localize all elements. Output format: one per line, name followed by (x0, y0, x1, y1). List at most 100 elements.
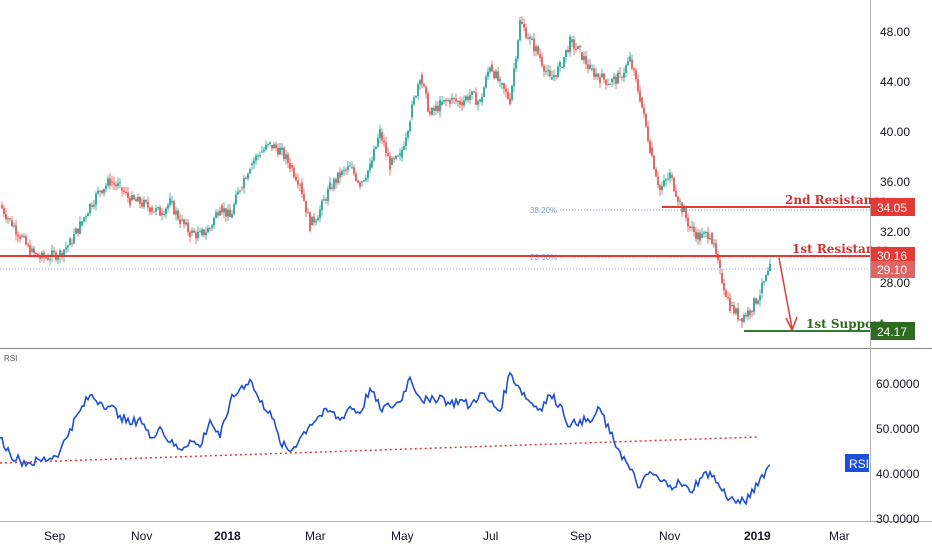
candle-body (231, 213, 233, 218)
candle-body (511, 85, 513, 100)
candle-body (251, 163, 253, 166)
candle-body (377, 137, 379, 147)
candle-body (261, 151, 263, 153)
rsi-plot-area[interactable] (0, 349, 870, 521)
candle-body (551, 77, 553, 80)
candle-body (485, 76, 487, 88)
candle-body (451, 97, 453, 100)
candle-body (119, 182, 121, 184)
candle-body (731, 305, 733, 307)
candle-body (33, 248, 35, 253)
candle-body (17, 234, 19, 237)
candle-body (697, 232, 699, 240)
candle-body (47, 257, 49, 260)
candle-body (533, 38, 535, 52)
candle-body (149, 207, 151, 213)
price-y-axis[interactable]: 48.00 44.00 40.00 36.00 32.00 28.00 (880, 25, 910, 290)
candle-body (599, 77, 601, 83)
candle-body (187, 222, 189, 233)
candle-body (287, 154, 289, 163)
candle-body (331, 187, 333, 189)
candle-body (329, 182, 331, 190)
candle-body (663, 180, 665, 187)
candle-body (89, 203, 91, 214)
candle-body (643, 107, 645, 114)
candle-body (181, 219, 183, 221)
svg-text:29.10: 29.10 (877, 263, 907, 277)
price-plot-area[interactable] (0, 0, 870, 348)
candle-body (667, 178, 669, 180)
rsi-line[interactable] (0, 371, 771, 506)
candle-body (547, 70, 549, 72)
candle-body (555, 75, 557, 77)
candle-body (275, 144, 277, 148)
candle-body (21, 235, 23, 237)
candle-body (9, 218, 11, 220)
candle-body (291, 165, 293, 168)
candle-body (737, 308, 739, 320)
candle-body (489, 67, 491, 72)
candle-body (125, 192, 127, 194)
candle-body (621, 77, 623, 79)
projection-arrow[interactable] (778, 257, 798, 332)
candle-body (591, 68, 593, 70)
candle-body (609, 84, 611, 86)
candle-body (257, 155, 259, 157)
fib-23-label: 23.60% (530, 253, 557, 262)
candle-body (105, 185, 107, 189)
candle-body (57, 256, 59, 260)
candle-body (167, 204, 169, 209)
candle-body (657, 176, 659, 186)
candle-body (141, 202, 143, 207)
candle-body (417, 84, 419, 96)
candle-body (341, 170, 343, 176)
candle-body (587, 64, 589, 69)
candle-body (625, 65, 627, 73)
candle-body (271, 144, 273, 149)
candle-body (183, 219, 185, 225)
candle-body (747, 310, 749, 317)
candle-body (569, 36, 571, 53)
candle-body (345, 169, 347, 171)
candle-body (7, 218, 9, 220)
candle-body (303, 194, 305, 201)
candle-body (101, 190, 103, 194)
candle-body (597, 73, 599, 78)
candle-body (365, 178, 367, 181)
rsi-trendline[interactable] (0, 436, 759, 464)
candle-body (541, 57, 543, 66)
candle-body (387, 153, 389, 157)
candle-body (617, 72, 619, 84)
candle-body (447, 99, 449, 101)
candle-body (717, 254, 719, 261)
candle-body (335, 179, 337, 183)
candle-body (53, 250, 55, 253)
candle-body (77, 228, 79, 234)
candle-body (305, 200, 307, 213)
candle-body (743, 314, 745, 322)
candle-body (85, 216, 87, 218)
candle-body (767, 270, 769, 276)
candle-body (481, 97, 483, 103)
rsi-pane-label: RSI (4, 354, 17, 363)
candle-body (5, 214, 7, 219)
candle-body (243, 178, 245, 189)
candle-body (97, 190, 99, 194)
candle-body (671, 175, 673, 178)
rsi-tick-30: 30.0000 (876, 512, 920, 526)
candle-body (355, 173, 357, 181)
candle-body (443, 99, 445, 102)
candle-body (301, 182, 303, 195)
candle-body (559, 61, 561, 67)
time-axis[interactable]: Sep Nov 2018 Mar May Jul Sep Nov 2019 Ma… (44, 529, 850, 543)
candle-body (177, 210, 179, 220)
candle-body (529, 36, 531, 39)
candle-body (369, 163, 371, 171)
price-candles[interactable] (1, 16, 771, 329)
candle-body (455, 98, 457, 102)
y-tick-32: 32.00 (880, 225, 910, 239)
candle-body (679, 200, 681, 202)
candle-body (111, 181, 113, 183)
rsi-y-axis[interactable]: 60.0000 50.0000 40.0000 30.0000 (876, 377, 920, 526)
